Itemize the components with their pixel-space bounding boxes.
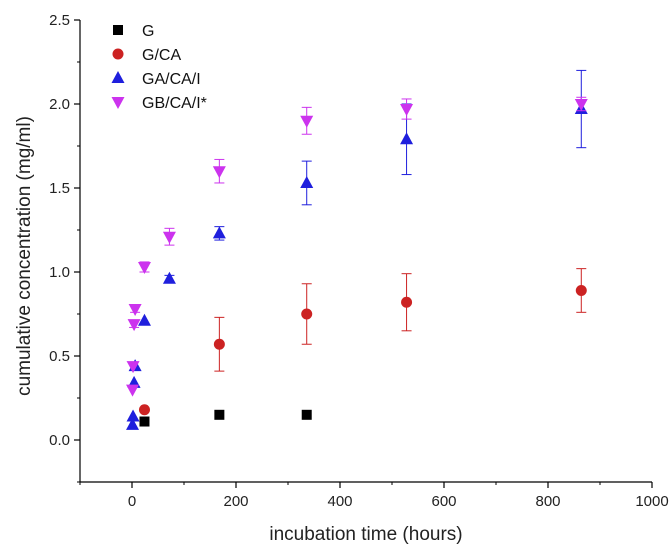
y-tick-label: 1.0 [49,264,70,281]
data-point-gb-ca-i [127,319,141,332]
data-point-g-ca [213,338,225,350]
data-point-ga-ca-i [212,226,226,239]
legend-entry-gb-ca-i: GB/CA/I* [111,95,207,112]
data-point-gb-ca-i [137,261,151,274]
x-tick-label: 200 [223,493,248,510]
data-point-ga-ca-i [162,271,176,284]
y-tick-label: 1.5 [49,180,70,197]
data-marks [126,69,588,430]
x-tick-label: 600 [431,493,456,510]
data-point-ga-ca-i [126,409,140,422]
x-tick-label: 800 [535,493,560,510]
data-point-g-ca [138,404,150,416]
legend-marker-ga-ca-i [111,71,125,83]
data-point-g-ca [401,296,413,308]
x-tick-label: 400 [327,493,352,510]
data-point-gb-ca-i [300,115,314,128]
x-tick-label: 0 [128,493,136,510]
y-tick-label: 2.0 [49,96,70,113]
legend-label-gb-ca-i: GB/CA/I* [142,95,207,112]
y-tick-label: 2.5 [49,12,70,29]
data-point-ga-ca-i [400,132,414,145]
y-tick-label: 0.5 [49,348,70,365]
x-axis-title: incubation time (hours) [269,524,462,545]
data-point-gb-ca-i [162,231,176,244]
x-tick-label: 1000 [635,493,668,510]
data-point-gb-ca-i [128,303,142,316]
y-axis-title: cumulative concentration (mg/ml) [14,116,35,396]
legend-label-ga-ca-i: GA/CA/I [142,71,201,88]
data-point-gb-ca-i [126,384,140,397]
data-point-ga-ca-i [300,175,314,188]
legend-label-g: G [142,23,154,40]
legend-marker-g [113,25,123,35]
legend-label-g-ca: G/CA [142,47,181,64]
legend-marker-gb-ca-i [111,97,125,109]
data-point-g [301,409,312,420]
axes: 0 200 400 600 800 1000 0.0 0.5 1.0 1.5 2.0 2.5 [49,12,669,510]
legend-marker-g-ca [112,48,124,60]
data-point-g [214,409,225,420]
data-point-ga-ca-i [137,313,151,326]
data-point-gb-ca-i [400,104,414,117]
legend-entry-g-ca: G/CA [112,47,181,64]
legend-entry-g: G [113,23,154,40]
data-point-gb-ca-i [126,361,140,374]
data-point-g [139,416,150,427]
data-point-gb-ca-i [574,99,588,111]
data-point-gb-ca-i [212,166,226,179]
y-tick-label: 0.0 [49,432,70,449]
legend-entry-ga-ca-i: GA/CA/I [111,71,201,88]
legend: G G/CA GA/CA/I GB/CA/I* [111,23,207,112]
data-point-g-ca [301,308,313,320]
data-point-g-ca [575,284,587,296]
data-point-ga-ca-i [126,417,140,430]
